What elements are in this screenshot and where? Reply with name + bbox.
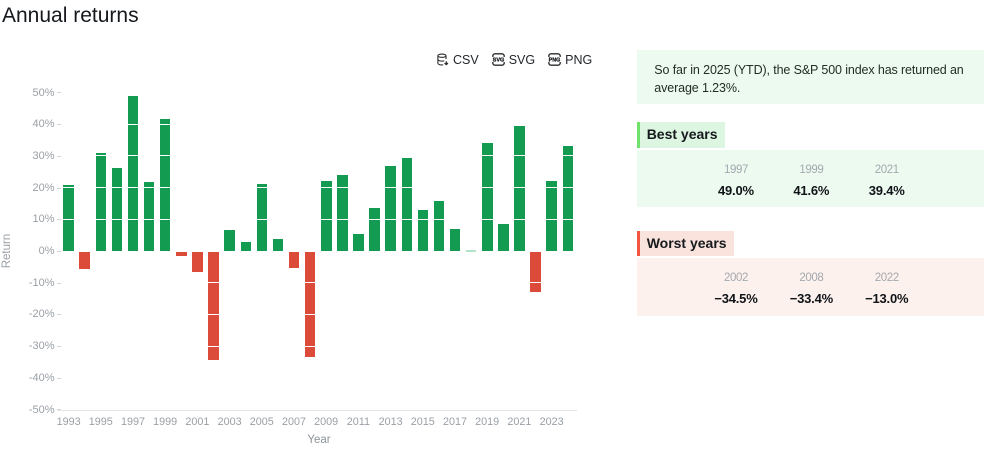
svg-text:PNG: PNG: [549, 58, 561, 64]
svg-text:SVG: SVG: [492, 58, 504, 64]
